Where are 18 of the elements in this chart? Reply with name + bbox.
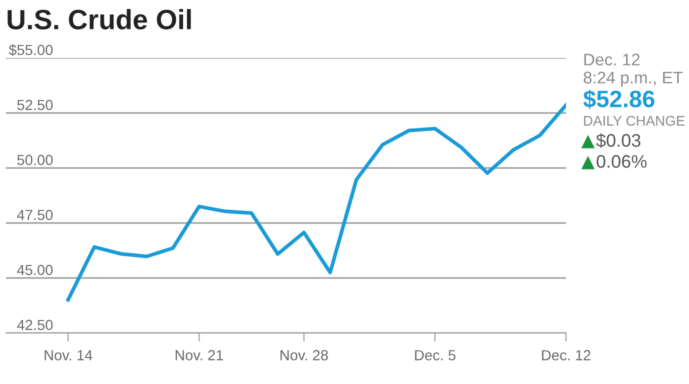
y-tick-label: 42.50: [17, 320, 53, 330]
y-tick-label: 50.00: [17, 154, 53, 166]
x-tick-label: Nov. 21: [176, 350, 224, 360]
text: $0.03: [596, 133, 640, 148]
y-tick-label: 45.00: [17, 264, 53, 276]
x-tick-label: Nov. 28: [280, 350, 328, 360]
x-tick-label: Dec. 12: [542, 350, 590, 360]
text: Dec. 12: [584, 54, 640, 66]
x-tick-label: Nov. 14: [44, 350, 92, 360]
text: 0.06%: [596, 155, 647, 168]
text: 8:24 p.m., ET: [584, 72, 683, 87]
y-tick-label: 47.50: [17, 210, 53, 220]
x-tick-label: Dec. 5: [415, 350, 456, 360]
text: DAILY CHANGE: [584, 116, 685, 126]
y-tick-label: 52.50: [17, 100, 53, 110]
y-tick-label: $55.00: [8, 44, 53, 56]
chart-title: U.S. Crude Oil: [8, 9, 191, 30]
text: $52.86: [583, 90, 654, 109]
